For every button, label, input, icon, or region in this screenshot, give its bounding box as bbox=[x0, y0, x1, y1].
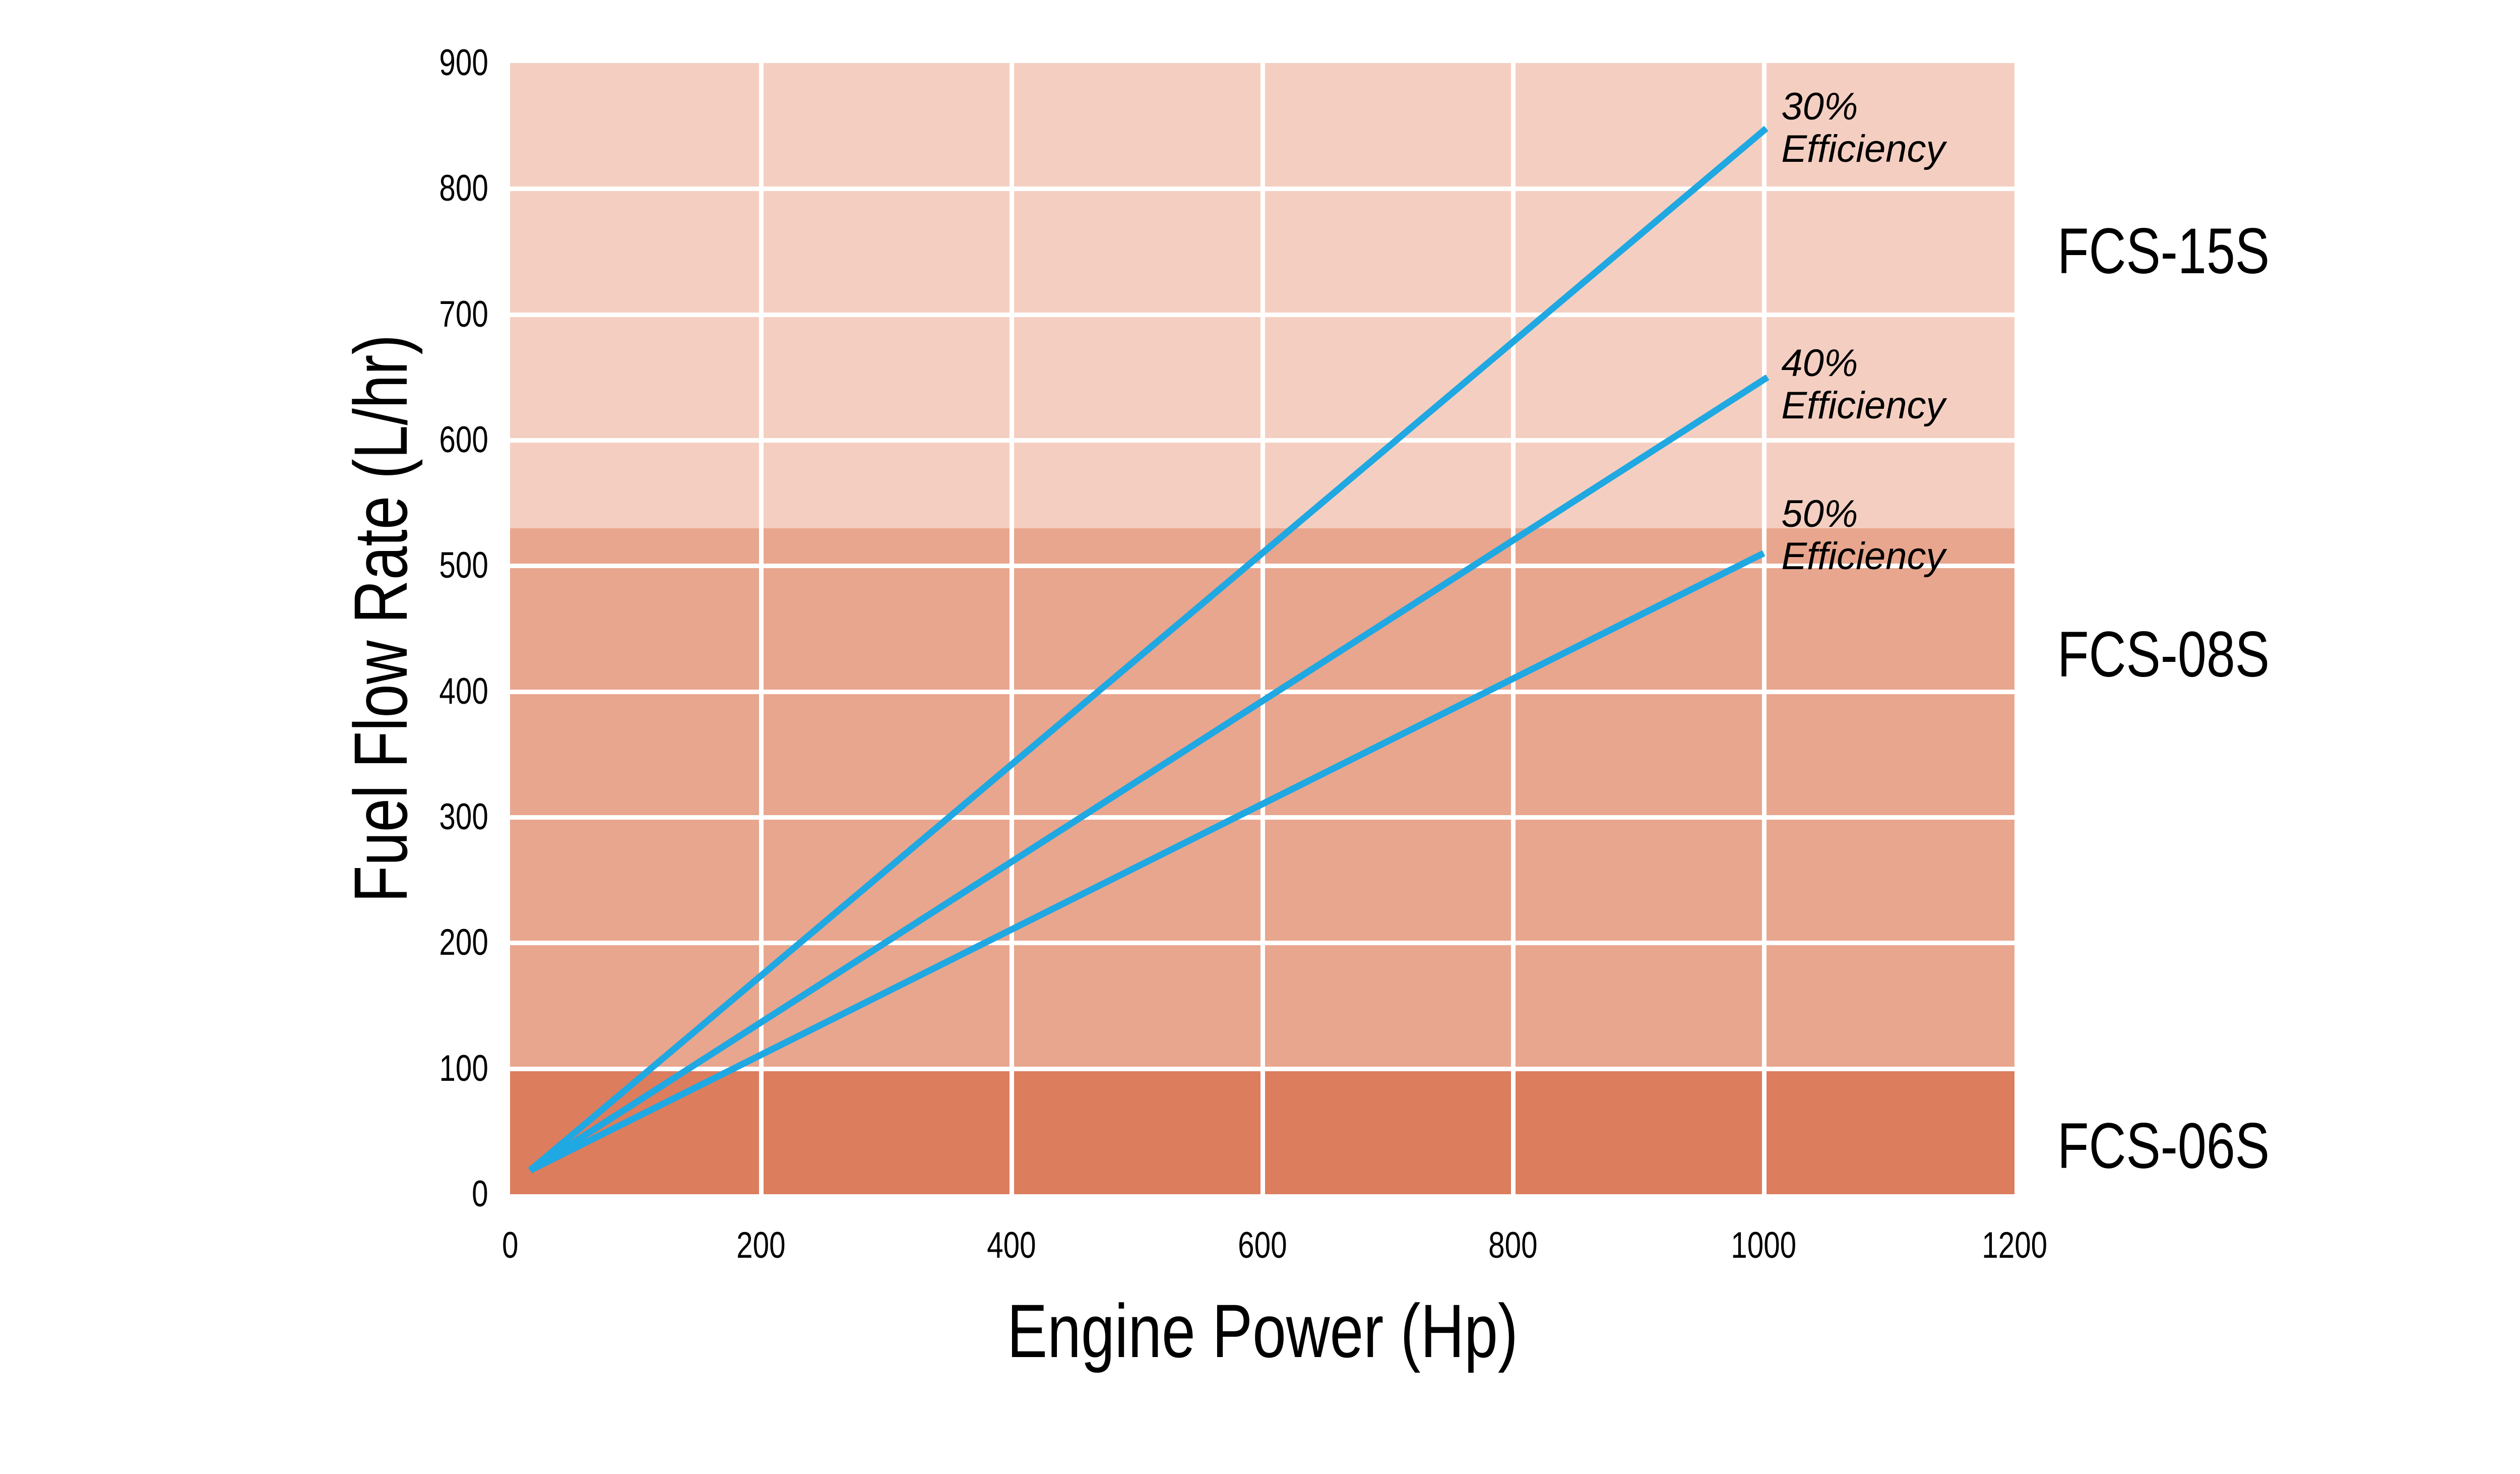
x-tick-text: 1200 bbox=[1982, 1225, 2047, 1266]
x-tick-1200: 1200 bbox=[1939, 1223, 2090, 1268]
y-tick-text: 500 bbox=[439, 545, 488, 586]
band-label-fcs-06s: FCS-06S bbox=[2057, 1114, 2322, 1179]
label-line-text: Efficiency bbox=[1781, 384, 1945, 427]
y-tick-500: 500 bbox=[287, 543, 488, 588]
y-tick-text: 300 bbox=[439, 796, 488, 837]
x-tick-text: 800 bbox=[1488, 1225, 1538, 1266]
x-tick-text: 600 bbox=[1237, 1225, 1287, 1266]
y-tick-800: 800 bbox=[287, 166, 488, 211]
y-tick-400: 400 bbox=[287, 669, 488, 714]
v-gridline-600 bbox=[1260, 63, 1265, 1194]
label-40-percent-efficiency: 40% Efficiency bbox=[1781, 342, 1945, 427]
label-line-text: 50% bbox=[1781, 492, 1858, 535]
y-tick-text: 100 bbox=[439, 1048, 488, 1089]
band-label-text: FCS-15S bbox=[2057, 215, 2270, 287]
x-axis-title-text: Engine Power (Hp) bbox=[1007, 1288, 1518, 1373]
band-label-fcs-08s: FCS-08S bbox=[2057, 623, 2322, 687]
y-tick-300: 300 bbox=[287, 794, 488, 840]
y-tick-200: 200 bbox=[287, 920, 488, 965]
x-tick-400: 400 bbox=[936, 1223, 1087, 1268]
y-tick-text: 0 bbox=[472, 1174, 488, 1214]
x-tick-text: 400 bbox=[987, 1225, 1036, 1266]
x-tick-text: 1000 bbox=[1731, 1225, 1797, 1266]
y-tick-text: 600 bbox=[439, 419, 488, 460]
y-tick-700: 700 bbox=[287, 292, 488, 337]
v-gridline-400 bbox=[1010, 63, 1014, 1194]
y-axis-title-text: Fuel Flow Rate (L/hr) bbox=[338, 334, 423, 903]
label-30-percent-efficiency: 30% Efficiency bbox=[1781, 85, 1945, 170]
x-tick-1000: 1000 bbox=[1688, 1223, 1840, 1268]
y-tick-900: 900 bbox=[287, 40, 488, 86]
band-label-text: FCS-08S bbox=[2057, 619, 2270, 691]
x-tick-text: 0 bbox=[501, 1225, 519, 1266]
label-line-text: 30% bbox=[1781, 85, 1858, 128]
y-tick-text: 900 bbox=[439, 42, 488, 83]
label-50-percent-efficiency: 50% Efficiency bbox=[1781, 493, 1945, 578]
y-tick-text: 700 bbox=[439, 293, 488, 335]
y-tick-100: 100 bbox=[287, 1046, 488, 1091]
y-tick-0: 0 bbox=[287, 1172, 488, 1217]
line-40-percent-efficiency bbox=[528, 374, 1770, 1174]
y-tick-text: 400 bbox=[439, 670, 488, 712]
v-gridline-200 bbox=[759, 63, 764, 1194]
x-tick-0: 0 bbox=[434, 1223, 586, 1268]
band-label-fcs-15s: FCS-15S bbox=[2057, 219, 2322, 284]
line-30-percent-efficiency bbox=[528, 126, 1769, 1173]
label-line-text: 40% bbox=[1781, 341, 1858, 385]
x-tick-text: 200 bbox=[736, 1225, 786, 1266]
label-line-text: Efficiency bbox=[1781, 534, 1945, 578]
x-tick-800: 800 bbox=[1437, 1223, 1589, 1268]
band-label-text: FCS-06S bbox=[2057, 1110, 2270, 1183]
v-gridline-800 bbox=[1511, 63, 1516, 1194]
y-tick-text: 200 bbox=[439, 922, 488, 963]
x-tick-600: 600 bbox=[1187, 1223, 1338, 1268]
y-tick-600: 600 bbox=[287, 417, 488, 463]
line-50-percent-efficiency bbox=[528, 550, 1766, 1174]
y-tick-text: 800 bbox=[439, 168, 488, 209]
x-tick-200: 200 bbox=[685, 1223, 837, 1268]
label-line-text: Efficiency bbox=[1781, 127, 1945, 170]
v-gridline-1000 bbox=[1761, 63, 1767, 1194]
